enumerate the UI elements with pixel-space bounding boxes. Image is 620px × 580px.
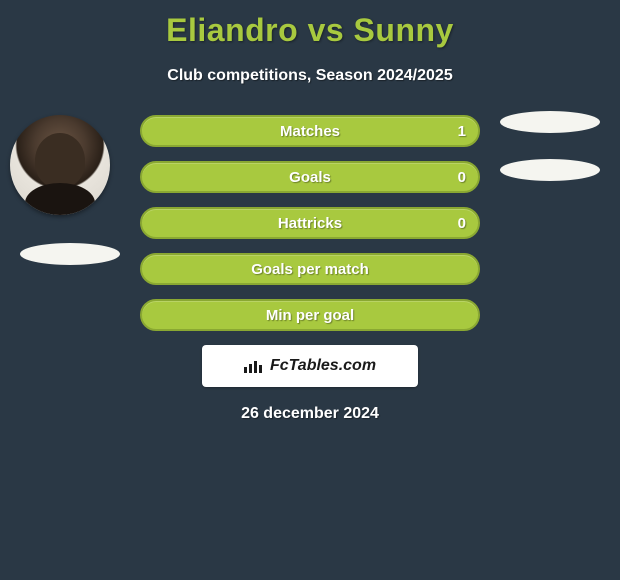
stat-bar-matches: Matches 1 — [140, 115, 480, 147]
stat-label: Goals per match — [251, 261, 369, 278]
stat-bar-goals: Goals 0 — [140, 161, 480, 193]
brand-badge[interactable]: FcTables.com — [202, 345, 418, 387]
stat-value-right: 0 — [458, 215, 466, 232]
stat-bars: Matches 1 Goals 0 Hattricks 0 Goals per … — [140, 115, 480, 331]
brand-text: FcTables.com — [270, 357, 376, 375]
stat-value-right: 1 — [458, 123, 466, 140]
page-title: Eliandro vs Sunny — [0, 0, 620, 49]
stat-bar-mpg: Min per goal — [140, 299, 480, 331]
comparison-panel: Matches 1 Goals 0 Hattricks 0 Goals per … — [0, 115, 620, 423]
bar-chart-icon — [244, 359, 264, 373]
stat-label: Min per goal — [266, 307, 354, 324]
player-right-name-pill-2 — [500, 159, 600, 181]
stat-label: Hattricks — [278, 215, 342, 232]
subtitle: Club competitions, Season 2024/2025 — [0, 67, 620, 85]
player-left-name-pill — [20, 243, 120, 265]
stat-bar-hattricks: Hattricks 0 — [140, 207, 480, 239]
stat-value-right: 0 — [458, 169, 466, 186]
snapshot-date: 26 december 2024 — [10, 405, 610, 423]
stat-label: Goals — [289, 169, 331, 186]
player-left-avatar — [10, 115, 110, 215]
player-right-name-pill — [500, 111, 600, 133]
stat-label: Matches — [280, 123, 340, 140]
stat-bar-gpm: Goals per match — [140, 253, 480, 285]
